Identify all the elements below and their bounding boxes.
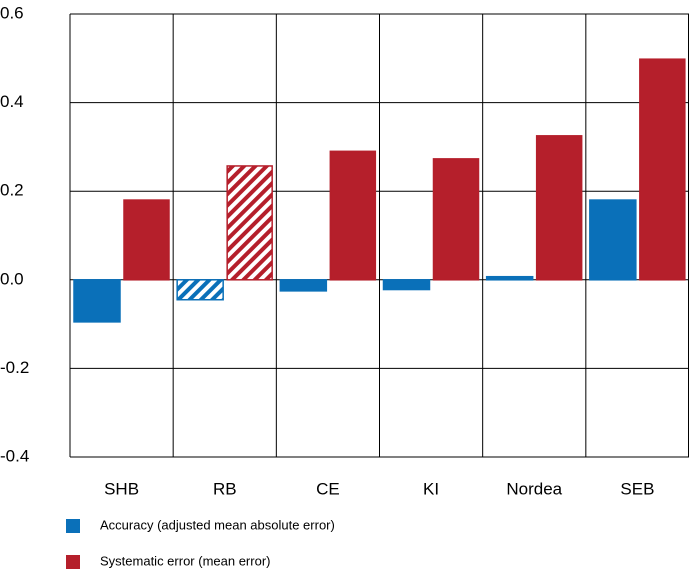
y-tick-label: 0.2 (0, 181, 24, 200)
legend-label: Systematic error (mean error) (100, 553, 270, 568)
y-tick-label: 0.0 (0, 269, 24, 288)
x-tick-label: KI (423, 479, 439, 498)
bar (432, 158, 480, 281)
x-tick-label: SEB (620, 479, 654, 498)
bar (226, 165, 273, 281)
bar (73, 279, 121, 323)
bar (589, 199, 637, 281)
bar (382, 279, 431, 291)
y-tick-label: -0.4 (0, 446, 29, 465)
x-tick-label: Nordea (506, 479, 562, 498)
bar (639, 58, 686, 281)
y-tick-label: 0.6 (0, 3, 24, 22)
bar (329, 150, 377, 281)
x-tick-label: CE (316, 479, 340, 498)
y-tick-label: -0.2 (0, 358, 29, 377)
legend-swatch (66, 555, 80, 569)
x-tick-label: RB (213, 479, 237, 498)
bar (279, 279, 328, 292)
bar (176, 279, 224, 301)
x-tick-label: SHB (104, 479, 139, 498)
legend-label: Accuracy (adjusted mean absolute error) (100, 517, 335, 532)
bar (123, 199, 170, 281)
y-tick-label: 0.4 (0, 92, 24, 111)
bar (485, 275, 534, 281)
bar (535, 135, 583, 281)
legend-swatch (66, 519, 80, 533)
